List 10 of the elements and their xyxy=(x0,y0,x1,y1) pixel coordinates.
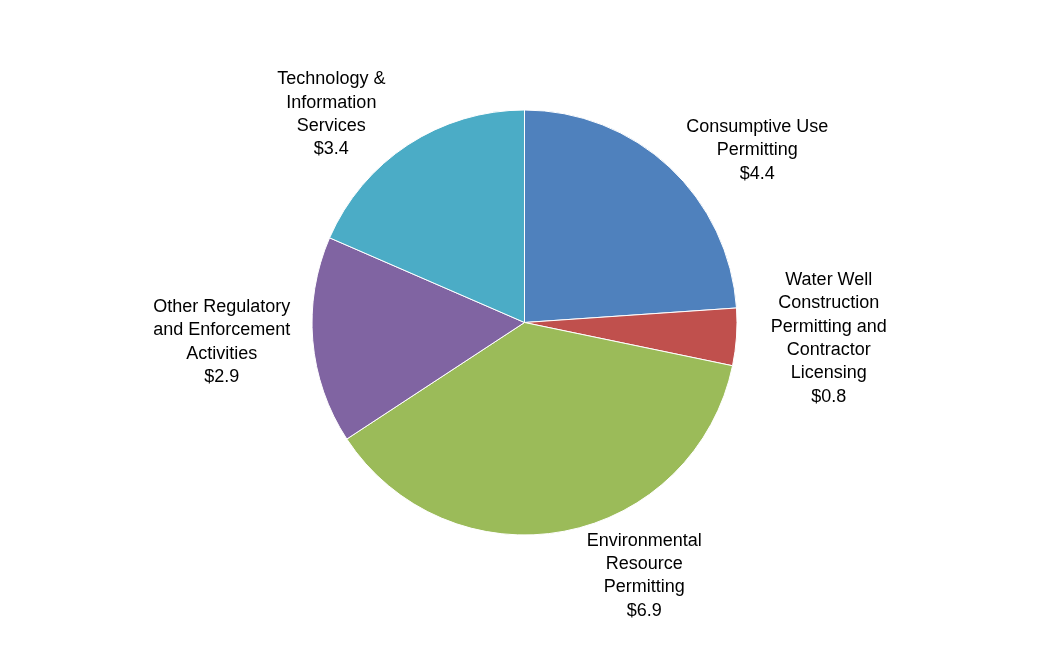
slice-label: Water Well Construction Permitting and Contractor Licensing xyxy=(770,268,887,383)
data-label: $2.9 xyxy=(204,366,240,387)
slice-label: Consumptive Use Permitting xyxy=(686,115,829,160)
data-label: $4.4 xyxy=(739,162,775,183)
data-label: $6.9 xyxy=(626,599,662,620)
slice-label: Other Regulatory and Enforcement Activities xyxy=(153,295,291,363)
data-label: $0.8 xyxy=(811,385,847,406)
slice-label: Technology & Information Services xyxy=(277,68,386,135)
slice-label: Environmental Resource Permitting xyxy=(586,529,702,597)
data-label: $3.4 xyxy=(313,138,349,159)
